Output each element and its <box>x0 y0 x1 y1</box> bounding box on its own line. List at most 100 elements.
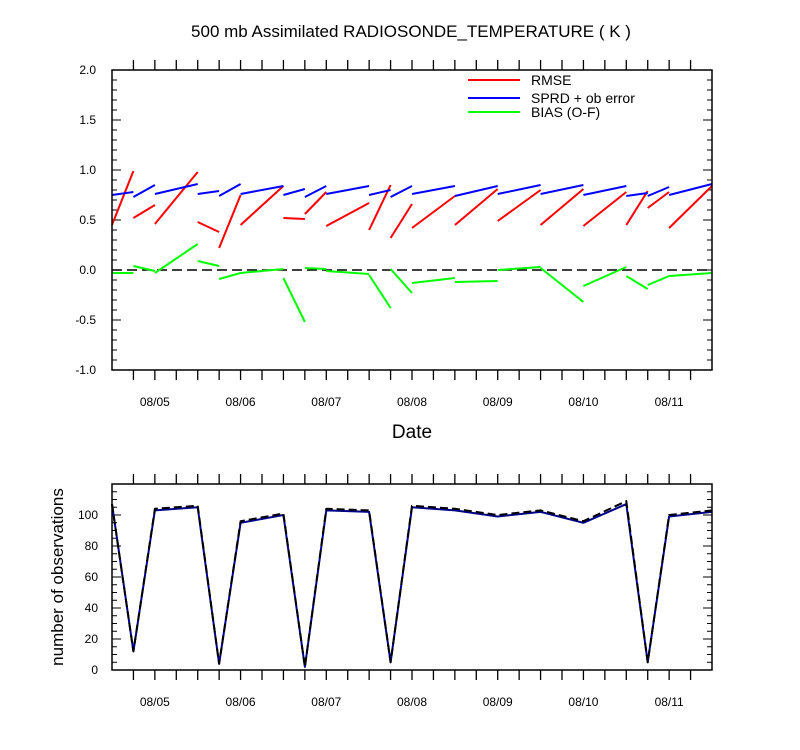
series-bias-o-f-segment <box>218 272 241 280</box>
top-panel: -1.0-0.50.00.51.01.52.0 08/05 08/06 08/07 0… <box>75 60 713 443</box>
series-rmse-segment <box>132 204 156 219</box>
top-x-tick-labels: 08/05 08/06 08/07 08/08 08/09 08/10 08/11 <box>140 395 684 409</box>
top-x-tick-label: 08/10 <box>568 395 598 409</box>
series-bias-o-f-segment <box>240 268 284 274</box>
legend-bias-label: BIAS (O-F) <box>531 104 600 120</box>
series-bias-o-f-segment <box>133 265 156 272</box>
top-x-tick-label: 08/11 <box>655 395 684 409</box>
top-series <box>111 170 713 323</box>
legend: RMSE SPRD + ob error BIAS (O-F) <box>468 72 635 120</box>
series-rmse-segment <box>325 202 370 227</box>
bottom-plot-frame <box>111 483 713 671</box>
bottom-x-tick-label: 08/11 <box>655 695 684 709</box>
legend-sprd-label: SPRD + ob error <box>531 90 635 106</box>
series-bias-o-f-segment <box>389 268 413 294</box>
series-bias-o-f-segment <box>154 243 199 274</box>
top-y-tick-label: -1.0 <box>75 363 96 377</box>
top-y-tick-label: 1.0 <box>79 163 96 177</box>
top-y-tick-label: -0.5 <box>75 313 96 327</box>
series-bias-o-f-segment <box>625 275 649 290</box>
bottom-x-tick-label: 08/09 <box>483 695 513 709</box>
bottom-y-tick-label: 100 <box>78 508 98 522</box>
series-rmse-segment <box>239 185 285 226</box>
series-sprd-ob-error-segment <box>240 185 284 195</box>
bottom-y-tick-labels: 0 20 40 60 80 100 <box>78 508 98 677</box>
top-plot-frame <box>111 69 713 371</box>
series-sprd-ob-error-segment <box>497 184 541 195</box>
series-rmse-segment <box>625 190 649 226</box>
series-possible-line <box>111 500 713 668</box>
series-sprd-ob-error-segment <box>197 190 220 195</box>
series-bias-o-f-segment <box>454 280 498 283</box>
top-y-tick-labels: -1.0 -0.5 0.0 0.5 1.0 1.5 2.0 <box>75 63 96 377</box>
series-sprd-ob-error-segment <box>647 186 670 197</box>
top-x-tick-label: 08/09 <box>483 395 513 409</box>
series-rmse-segment <box>647 191 670 209</box>
x-axis-label: Date <box>392 422 432 443</box>
bottom-y-tick-label: 80 <box>85 539 99 553</box>
bottom-x-tick-labels: 08/05 08/06 08/07 08/08 08/09 08/10 08/11 <box>140 695 684 709</box>
series-sprd-ob-error-segment <box>368 189 391 196</box>
series-bias-o-f-segment <box>647 275 670 286</box>
series-rmse-segment <box>454 188 499 226</box>
bottom-y-tick-label: 20 <box>85 632 99 646</box>
bottom-y-tick-label: 40 <box>85 601 99 615</box>
top-ticks <box>112 60 712 380</box>
series-rmse-segment <box>283 217 305 220</box>
series-rmse-segment <box>389 203 413 239</box>
bottom-x-tick-label: 08/10 <box>568 695 598 709</box>
top-y-tick-label: 0.5 <box>79 213 96 227</box>
series-sprd-ob-error-segment <box>283 188 306 196</box>
series-sprd-ob-error-segment <box>304 185 327 198</box>
series-rmse-segment <box>411 195 456 229</box>
series-sprd-ob-error-segment <box>390 185 413 198</box>
series-rmse-segment <box>218 194 242 249</box>
top-y-tick-label: 0.0 <box>79 263 96 277</box>
top-y-tick-label: 1.5 <box>79 113 96 127</box>
series-bias-o-f-segment <box>282 277 306 323</box>
series-rmse-segment <box>368 184 392 231</box>
legend-rmse-label: RMSE <box>531 72 571 88</box>
series-sprd-ob-error-segment <box>411 185 456 195</box>
series-sprd-ob-error-segment <box>540 184 584 195</box>
series-rmse-segment <box>154 171 199 225</box>
series-bias-o-f-segment <box>539 267 585 303</box>
series-assimilated-line <box>111 503 713 668</box>
series-sprd-ob-error-segment <box>132 184 156 198</box>
top-x-tick-label: 08/07 <box>311 395 341 409</box>
top-x-tick-label: 08/05 <box>140 395 170 409</box>
series-rmse-segment <box>304 191 328 215</box>
series-sprd-ob-error-segment <box>154 183 198 195</box>
top-x-tick-label: 08/08 <box>397 395 427 409</box>
series-rmse-segment <box>497 189 542 222</box>
top-x-tick-label: 08/06 <box>226 395 256 409</box>
series-sprd-ob-error-segment <box>626 192 648 197</box>
chart-title: 500 mb Assimilated RADIOSONDE_TEMPERATUR… <box>191 22 631 41</box>
series-bias-o-f-segment <box>669 272 713 277</box>
series-bias-o-f-segment <box>326 270 370 275</box>
series-sprd-ob-error-segment <box>326 185 370 195</box>
series-rmse-segment <box>111 170 135 226</box>
bottom-y-tick-label: 60 <box>85 570 99 584</box>
bottom-x-tick-label: 08/07 <box>311 695 341 709</box>
bottom-series <box>111 500 713 668</box>
series-sprd-ob-error-segment <box>583 185 627 196</box>
series-rmse-segment <box>197 221 220 233</box>
series-rmse-segment <box>582 191 627 227</box>
series-bias-o-f-segment <box>197 260 220 267</box>
bottom-x-tick-label: 08/08 <box>397 695 427 709</box>
series-sprd-ob-error-segment <box>111 191 134 196</box>
series-sprd-ob-error-segment <box>668 183 713 196</box>
series-bias-o-f-segment <box>411 277 456 284</box>
bottom-y-tick-label: 0 <box>91 663 98 677</box>
series-sprd-ob-error-segment <box>218 183 242 197</box>
bottom-x-tick-label: 08/06 <box>226 695 256 709</box>
series-bias-o-f-segment <box>582 266 627 287</box>
top-y-tick-label: 2.0 <box>79 63 96 77</box>
series-sprd-ob-error-segment <box>454 185 498 197</box>
series-bias-o-f-segment <box>368 274 392 309</box>
bottom-x-tick-label: 08/05 <box>140 695 170 709</box>
series-rmse-segment <box>668 185 713 229</box>
